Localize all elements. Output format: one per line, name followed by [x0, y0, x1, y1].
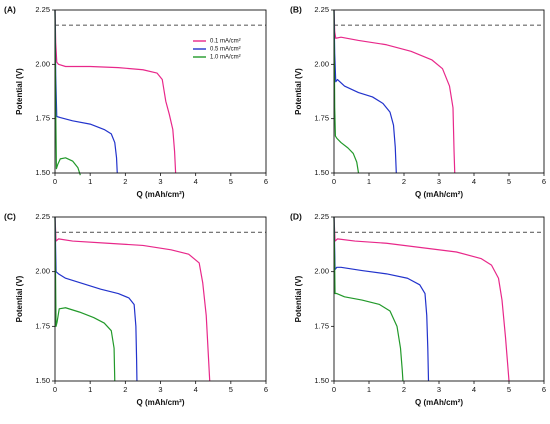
x-tick-label: 5 [229, 177, 233, 186]
series-line-1-0 [333, 216, 404, 382]
chart-panel-c: (C) 0 1 2 3 4 5 6 1.50 1.75 2.00 2.25 Q (mAh/cm²) Pot… [4, 211, 268, 407]
series-line-0-5 [54, 9, 118, 174]
y-axis-title: Potential (V) [294, 68, 303, 115]
x-tick-label: 1 [88, 385, 92, 394]
x-tick-label: 3 [437, 177, 441, 186]
legend: 0.1 mA/cm² 0.5 mA/cm² 1.0 mA/cm² [193, 39, 241, 61]
x-tick-label: 2 [123, 177, 127, 186]
series-line-0-1 [333, 9, 456, 174]
y-tick-label: 1.50 [35, 168, 50, 177]
x-tick-label: 4 [472, 177, 476, 186]
x-tick-label: 4 [472, 385, 476, 394]
series-line-0-1 [54, 9, 177, 174]
y-tick-label: 2.00 [314, 267, 329, 276]
series-line-1-0 [54, 216, 116, 382]
series-line-1-0 [54, 9, 81, 176]
x-tick-label: 2 [402, 385, 406, 394]
y-tick-label: 2.25 [314, 5, 329, 14]
chart-panel-b: (B) 0 1 2 3 4 5 6 1.50 1.75 2.00 2.25 Q (mAh/cm²) Pot… [290, 4, 546, 199]
chart-panel-a: (A) 0 1 2 3 4 5 6 1.50 1.75 2.00 2.25 Q (mAh/cm²) Pot… [4, 4, 268, 199]
y-tick-label: 1.75 [314, 321, 329, 330]
y-axis-title: Potential (V) [15, 68, 24, 115]
x-tick-label: 0 [332, 177, 336, 186]
y-tick-label: 1.75 [35, 114, 50, 123]
x-tick-label: 3 [158, 385, 162, 394]
legend-label: 1.0 mA/cm² [210, 55, 241, 61]
x-tick-label: 1 [367, 177, 371, 186]
y-tick-label: 1.50 [314, 168, 329, 177]
x-tick-label: 3 [437, 385, 441, 394]
x-tick-label: 5 [229, 385, 233, 394]
x-axis-title: Q (mAh/cm²) [137, 190, 185, 199]
x-tick-label: 2 [123, 385, 127, 394]
x-tick-label: 5 [507, 177, 511, 186]
x-tick-label: 0 [53, 385, 57, 394]
x-tick-label: 5 [507, 385, 511, 394]
x-tick-label: 3 [158, 177, 162, 186]
x-tick-label: 4 [194, 385, 198, 394]
x-tick-label: 6 [264, 385, 268, 394]
panel-label: (C) [4, 211, 16, 221]
x-tick-label: 1 [367, 385, 371, 394]
plot-frame [54, 9, 267, 174]
panel-label: (D) [290, 211, 302, 221]
x-tick-label: 2 [402, 177, 406, 186]
panel-label: (A) [4, 4, 16, 14]
legend-label: 0.5 mA/cm² [210, 47, 241, 53]
legend-label: 0.1 mA/cm² [210, 39, 241, 45]
series-line-0-1 [54, 216, 211, 382]
series-line-0-5 [333, 9, 397, 174]
x-tick-label: 6 [542, 177, 546, 186]
series-line-1-0 [333, 9, 360, 174]
x-axis-title: Q (mAh/cm²) [137, 398, 185, 407]
x-tick-label: 1 [88, 177, 92, 186]
y-tick-label: 2.00 [314, 59, 329, 68]
x-tick-label: 6 [542, 385, 546, 394]
y-tick-label: 2.25 [35, 212, 50, 221]
series-line-0-1 [333, 216, 510, 382]
x-tick-label: 0 [332, 385, 336, 394]
chart-panel-d: (D) 0 1 2 3 4 5 6 1.50 1.75 2.00 2.25 Q (mAh/cm²) Pot… [290, 211, 546, 407]
y-axis-title: Potential (V) [294, 275, 303, 322]
y-tick-label: 2.25 [35, 5, 50, 14]
panel-label: (B) [290, 4, 302, 14]
y-tick-label: 1.50 [314, 376, 329, 385]
x-tick-label: 6 [264, 177, 268, 186]
series-line-0-5 [333, 216, 430, 382]
series-line-0-5 [54, 216, 138, 382]
x-axis-title: Q (mAh/cm²) [415, 398, 463, 407]
y-tick-label: 1.75 [314, 114, 329, 123]
y-tick-label: 1.75 [35, 321, 50, 330]
y-tick-label: 1.50 [35, 376, 50, 385]
x-axis-title: Q (mAh/cm²) [415, 190, 463, 199]
y-axis-title: Potential (V) [15, 275, 24, 322]
x-tick-label: 0 [53, 177, 57, 186]
plot-frame [333, 9, 545, 174]
y-tick-label: 2.00 [35, 59, 50, 68]
y-tick-label: 2.25 [314, 212, 329, 221]
y-tick-label: 2.00 [35, 267, 50, 276]
x-tick-label: 4 [194, 177, 198, 186]
